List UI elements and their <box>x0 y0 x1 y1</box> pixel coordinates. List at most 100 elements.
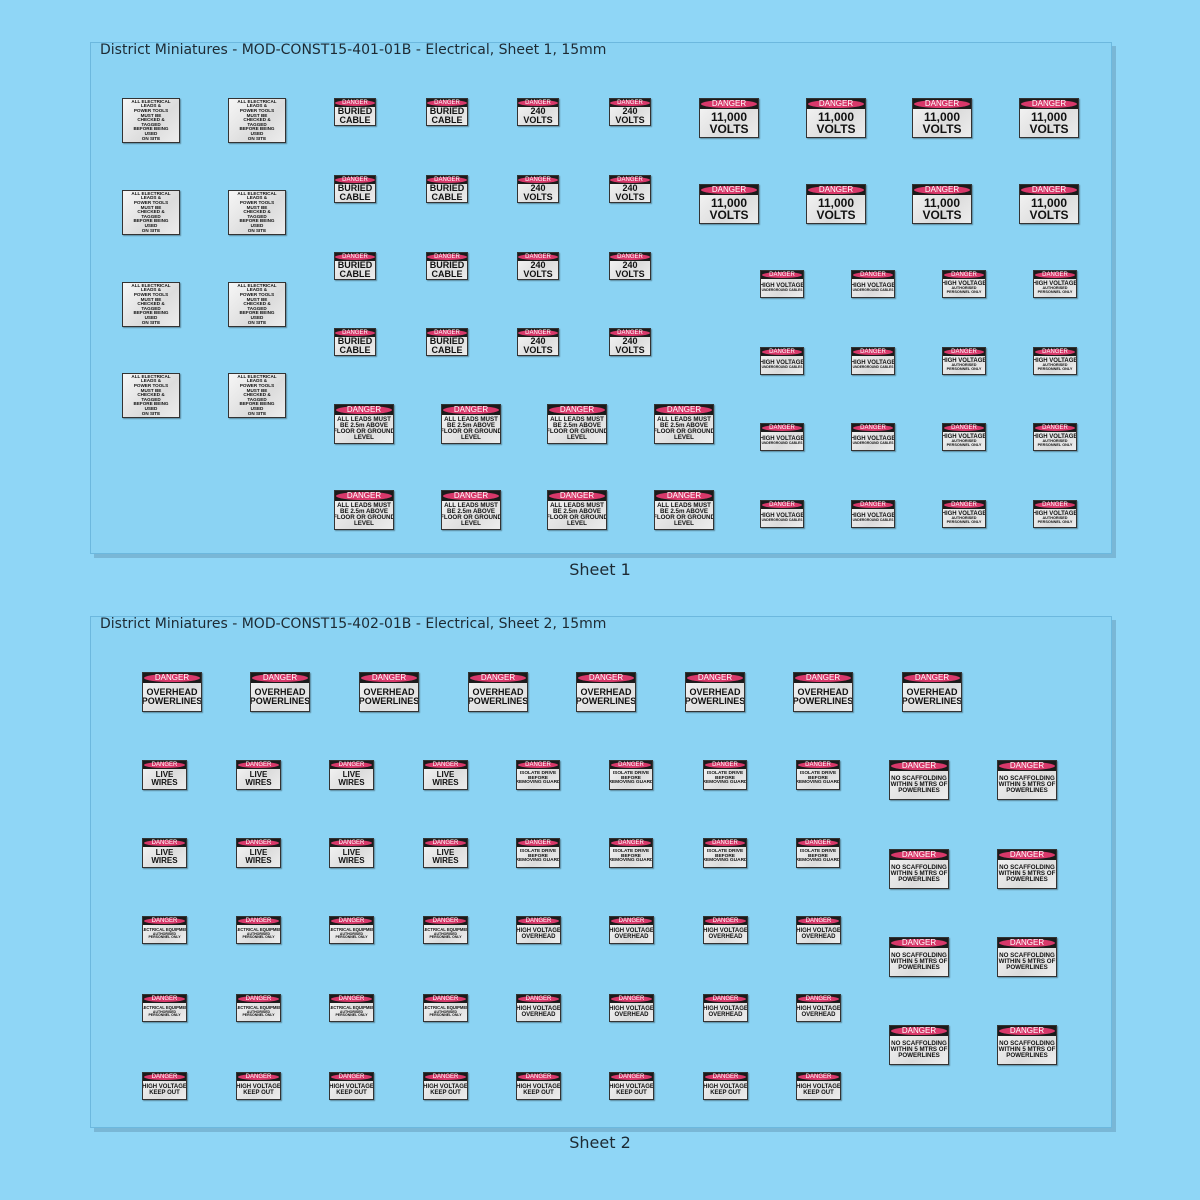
danger-label: DANGER <box>797 996 840 1002</box>
sign-text: LEADS & <box>246 103 268 109</box>
sign-text: PERSONNEL ONLY <box>335 1013 368 1018</box>
sign: DANGER HIGH VOLTAGE OVERHEAD <box>609 916 654 944</box>
sign-header: DANGER <box>610 99 650 107</box>
sign-text: LIVE <box>249 848 268 857</box>
sign-text: USED <box>144 222 158 228</box>
danger-label: DANGER <box>656 492 712 500</box>
sign-text: USED <box>144 314 158 320</box>
sign-text: REMOVING GUARD <box>703 858 747 864</box>
danger-label: DANGER <box>1021 186 1077 194</box>
sign-text: POWERLINES <box>250 696 310 706</box>
sign: DANGER HIGH VOLTAGE KEEP OUT <box>796 1072 841 1100</box>
sign-body: ELECTRICAL EQUIPMENTAUTHORISEDPERSONNEL … <box>330 925 373 943</box>
sign-text: KEEP OUT <box>710 1090 741 1096</box>
sign-text: ALL LEADS MUST <box>337 415 391 423</box>
sign-text: CHECKED & <box>137 209 165 215</box>
sign: DANGER HIGH VOLTAGE OVERHEAD <box>703 916 748 944</box>
sign-body: ELECTRICAL EQUIPMENTAUTHORISEDPERSONNEL … <box>143 1003 186 1021</box>
sign-text: VOLTS <box>523 115 553 125</box>
sign: DANGER 240 VOLTS <box>609 252 651 280</box>
sign-text: HIGH VOLTAGE <box>703 1084 748 1090</box>
danger-label: DANGER <box>517 918 560 924</box>
sign: DANGER NO SCAFFOLDING WITHIN 5 MTRS OF POWE… <box>889 849 949 889</box>
sign-header: DANGER <box>913 99 971 109</box>
sign: DANGER LIVE WIRES <box>236 760 281 790</box>
sign-body: 240 VOLTS <box>518 261 558 279</box>
sign-body: HIGH VOLTAGE AUTHORISED PERSONNEL ONLY <box>1034 356 1076 374</box>
sign-text: USED <box>144 405 158 411</box>
sign-text: AUTHORISED <box>433 1009 458 1014</box>
sign-body: HIGH VOLTAGE UNDERGROUND CABLES <box>852 509 894 527</box>
sign-text: ISOLATE DRIVE <box>799 770 837 776</box>
sign-text: BEFORE <box>715 853 735 859</box>
sign: ALL ELECTRICAL LEADS & POWER TOOLS MUST BE C… <box>122 190 180 235</box>
sign-header: DANGER <box>335 176 375 184</box>
danger-label: DANGER <box>1021 100 1077 108</box>
sign-header: DANGER <box>797 761 839 769</box>
sign-body: ALL ELECTRICAL LEADS & POWER TOOLS MUST BE C… <box>229 374 285 417</box>
danger-label: DANGER <box>904 674 960 682</box>
sheet-caption: Sheet 1 <box>569 560 631 579</box>
sign-header: DANGER <box>427 253 467 261</box>
sign: DANGER LIVE WIRES <box>236 838 281 868</box>
sign: DANGER NO SCAFFOLDING WITHIN 5 MTRS OF POWE… <box>889 937 949 977</box>
sign-text: LEADS & <box>246 378 268 384</box>
sign-text: UNDERGROUND CABLES <box>852 288 894 293</box>
sign-header: DANGER <box>852 271 894 279</box>
sign-text: POWERLINES <box>898 876 940 884</box>
sign-text: HIGH VOLTAGE <box>760 283 804 290</box>
sign: DANGER OVERHEAD POWERLINES <box>576 672 636 712</box>
sign-text: OVERHEAD <box>580 687 632 697</box>
danger-label: DANGER <box>852 349 894 355</box>
sign-text: HIGH VOLTAGE <box>942 434 986 441</box>
sign-text: AUTHORISED <box>339 1009 364 1014</box>
sign-text: REMOVING GUARD <box>609 780 653 786</box>
sign-text: POWERLINES <box>142 696 202 706</box>
danger-label: DANGER <box>943 272 985 278</box>
sign-text: POWERLINES <box>468 696 528 706</box>
sign-body: NO SCAFFOLDING WITHIN 5 MTRS OF POWERLINES <box>998 860 1056 888</box>
danger-label: DANGER <box>517 840 559 846</box>
sign-text: WIRES <box>338 856 365 865</box>
sign-text: 240 <box>530 106 546 116</box>
sign-body: ELECTRICAL EQUIPMENTAUTHORISEDPERSONNEL … <box>330 1003 373 1021</box>
sign-text: POWER TOOLS <box>133 108 169 114</box>
sign-body: HIGH VOLTAGE AUTHORISED PERSONNEL ONLY <box>1034 279 1076 297</box>
sign-text: PERSONNEL ONLY <box>242 935 275 940</box>
danger-label: DANGER <box>808 186 864 194</box>
sign-header: DANGER <box>704 1073 747 1081</box>
sign-header: DANGER <box>1034 424 1076 432</box>
sign: DANGER HIGH VOLTAGE AUTHORISED PERSONNEL ON… <box>1033 423 1077 451</box>
sign-header: DANGER <box>427 99 467 107</box>
sign: DANGER HIGH VOLTAGE KEEP OUT <box>329 1072 374 1100</box>
sign-text: ISOLATE DRIVE <box>706 848 744 854</box>
danger-label: DANGER <box>761 425 803 431</box>
sign-text: ALL LEADS MUST <box>657 415 711 423</box>
sign: DANGER OVERHEAD POWERLINES <box>468 672 528 712</box>
sign: DANGER NO SCAFFOLDING WITHIN 5 MTRS OF POWE… <box>889 760 949 800</box>
sign: DANGER HIGH VOLTAGE UNDERGROUND CABLES <box>760 500 804 528</box>
sign-text: LIVE <box>155 770 174 779</box>
sign-text: POWER TOOLS <box>239 292 275 298</box>
sign: DANGER OVERHEAD POWERLINES <box>250 672 310 712</box>
sign-header: DANGER <box>517 917 560 925</box>
sign-header: DANGER <box>424 995 467 1003</box>
sign-header: DANGER <box>143 839 186 847</box>
sign-header: DANGER <box>704 839 746 847</box>
sign-text: OVERHEAD <box>797 687 849 697</box>
danger-label: DANGER <box>914 100 970 108</box>
sign-text: CHECKED & <box>137 117 165 123</box>
sign-text: LEVEL <box>567 520 587 528</box>
sign-body: BURIED CABLE <box>427 337 467 355</box>
sign-text: HIGH VOLTAGE <box>942 358 986 365</box>
sign-body: OVERHEAD POWERLINES <box>577 683 635 711</box>
sign-text: ELECTRICAL EQUIPMENT <box>330 1005 373 1011</box>
sign-text: FLOOR OR GROUND <box>547 514 607 521</box>
sign-body: ELECTRICAL EQUIPMENTAUTHORISEDPERSONNEL … <box>237 1003 280 1021</box>
danger-label: DANGER <box>443 406 499 414</box>
sign-text: POWER TOOLS <box>239 383 275 389</box>
danger-label: DANGER <box>808 100 864 108</box>
sign-text: ISOLATE DRIVE <box>519 770 557 776</box>
sign-header: DANGER <box>610 839 652 847</box>
sign-body: 240 VOLTS <box>610 184 650 202</box>
